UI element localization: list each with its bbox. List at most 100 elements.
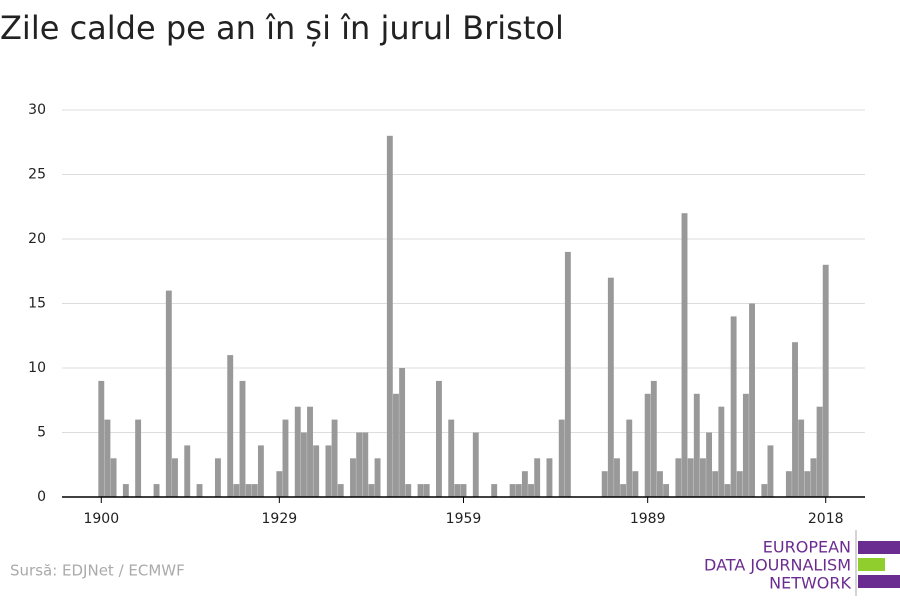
y-tick-label: 0 [37,489,46,505]
bar [423,484,430,497]
bar [337,484,344,497]
bar [472,432,479,497]
bar [276,471,283,497]
bar [620,484,627,497]
bar [491,484,498,497]
bar [165,290,172,497]
bar [749,303,755,497]
x-tick-label: 1929 [262,511,298,527]
bar [405,484,412,497]
bar [98,380,105,497]
bar [435,380,442,497]
bar [742,393,749,497]
bar [300,432,307,497]
y-tick-label: 25 [28,167,46,183]
bar [601,471,608,497]
logo-bar [858,575,900,588]
bar [607,277,614,497]
logo-text: DATA JOURNALISM [704,556,851,575]
bar [534,458,541,497]
bar [374,458,381,497]
bar [663,484,670,497]
x-tick-label: 1989 [630,511,666,527]
x-tick-label: 2018 [808,511,844,527]
bar [110,458,117,497]
bar [294,406,301,497]
bar [386,135,393,498]
logo-bar [858,541,900,554]
bar [718,406,725,497]
bar [227,355,234,497]
bar [196,484,203,497]
bar [214,458,221,497]
bar [460,484,467,497]
bar [724,484,731,497]
bar [399,368,406,497]
bar [822,264,829,497]
bar [650,380,657,497]
y-tick-label: 30 [28,102,46,118]
source: Sursă: EDJNet / ECMWF [10,562,185,580]
bar [528,484,534,497]
logo-text: EUROPEAN [763,538,851,557]
bar [632,471,639,497]
bar [730,316,737,497]
bar [282,419,289,497]
bar [804,471,811,497]
logo-text: NETWORK [769,574,851,593]
bar [767,445,774,497]
x-tick-label: 1900 [83,511,119,527]
bar [706,432,713,497]
bar [454,484,461,497]
bar [792,342,798,497]
bar [810,458,817,497]
bar [614,458,620,497]
bar [675,458,682,497]
x-tick-label: 1959 [446,511,482,527]
bar [393,393,399,497]
bar [816,406,823,497]
chart-title: Zile calde pe an în și în jurul Bristol [0,9,564,47]
bar [546,458,553,497]
bar [257,445,264,497]
logo: EUROPEAN DATA JOURNALISM NETWORK [704,530,900,596]
bar [564,251,571,497]
bar [172,458,178,497]
y-tick-label: 5 [37,425,46,441]
bar [417,484,424,497]
bar [362,432,369,497]
bar [368,484,375,497]
bar [785,471,792,497]
bar [712,471,719,497]
logo-bar [858,558,885,571]
bar [245,484,252,497]
bar [184,445,191,497]
bar [626,419,633,497]
bar [350,458,356,497]
bar [736,471,743,497]
bar [509,484,516,497]
bar [331,419,338,497]
bar [693,393,700,497]
bar [135,419,142,497]
bar [521,471,528,497]
bar [558,419,565,497]
bar [325,445,332,497]
bar [251,484,258,497]
bar [699,458,706,497]
bar [356,432,363,497]
y-tick-label: 20 [28,231,46,247]
bar [798,419,805,497]
bar [448,419,455,497]
y-tick-label: 15 [28,296,46,312]
bar [761,484,768,497]
bar [239,380,246,497]
bar [515,484,522,497]
bar [687,458,694,497]
bar [644,393,651,497]
bar [122,484,129,497]
bar [681,213,688,497]
bar [657,471,663,497]
bar [233,484,240,497]
bar [104,419,111,497]
